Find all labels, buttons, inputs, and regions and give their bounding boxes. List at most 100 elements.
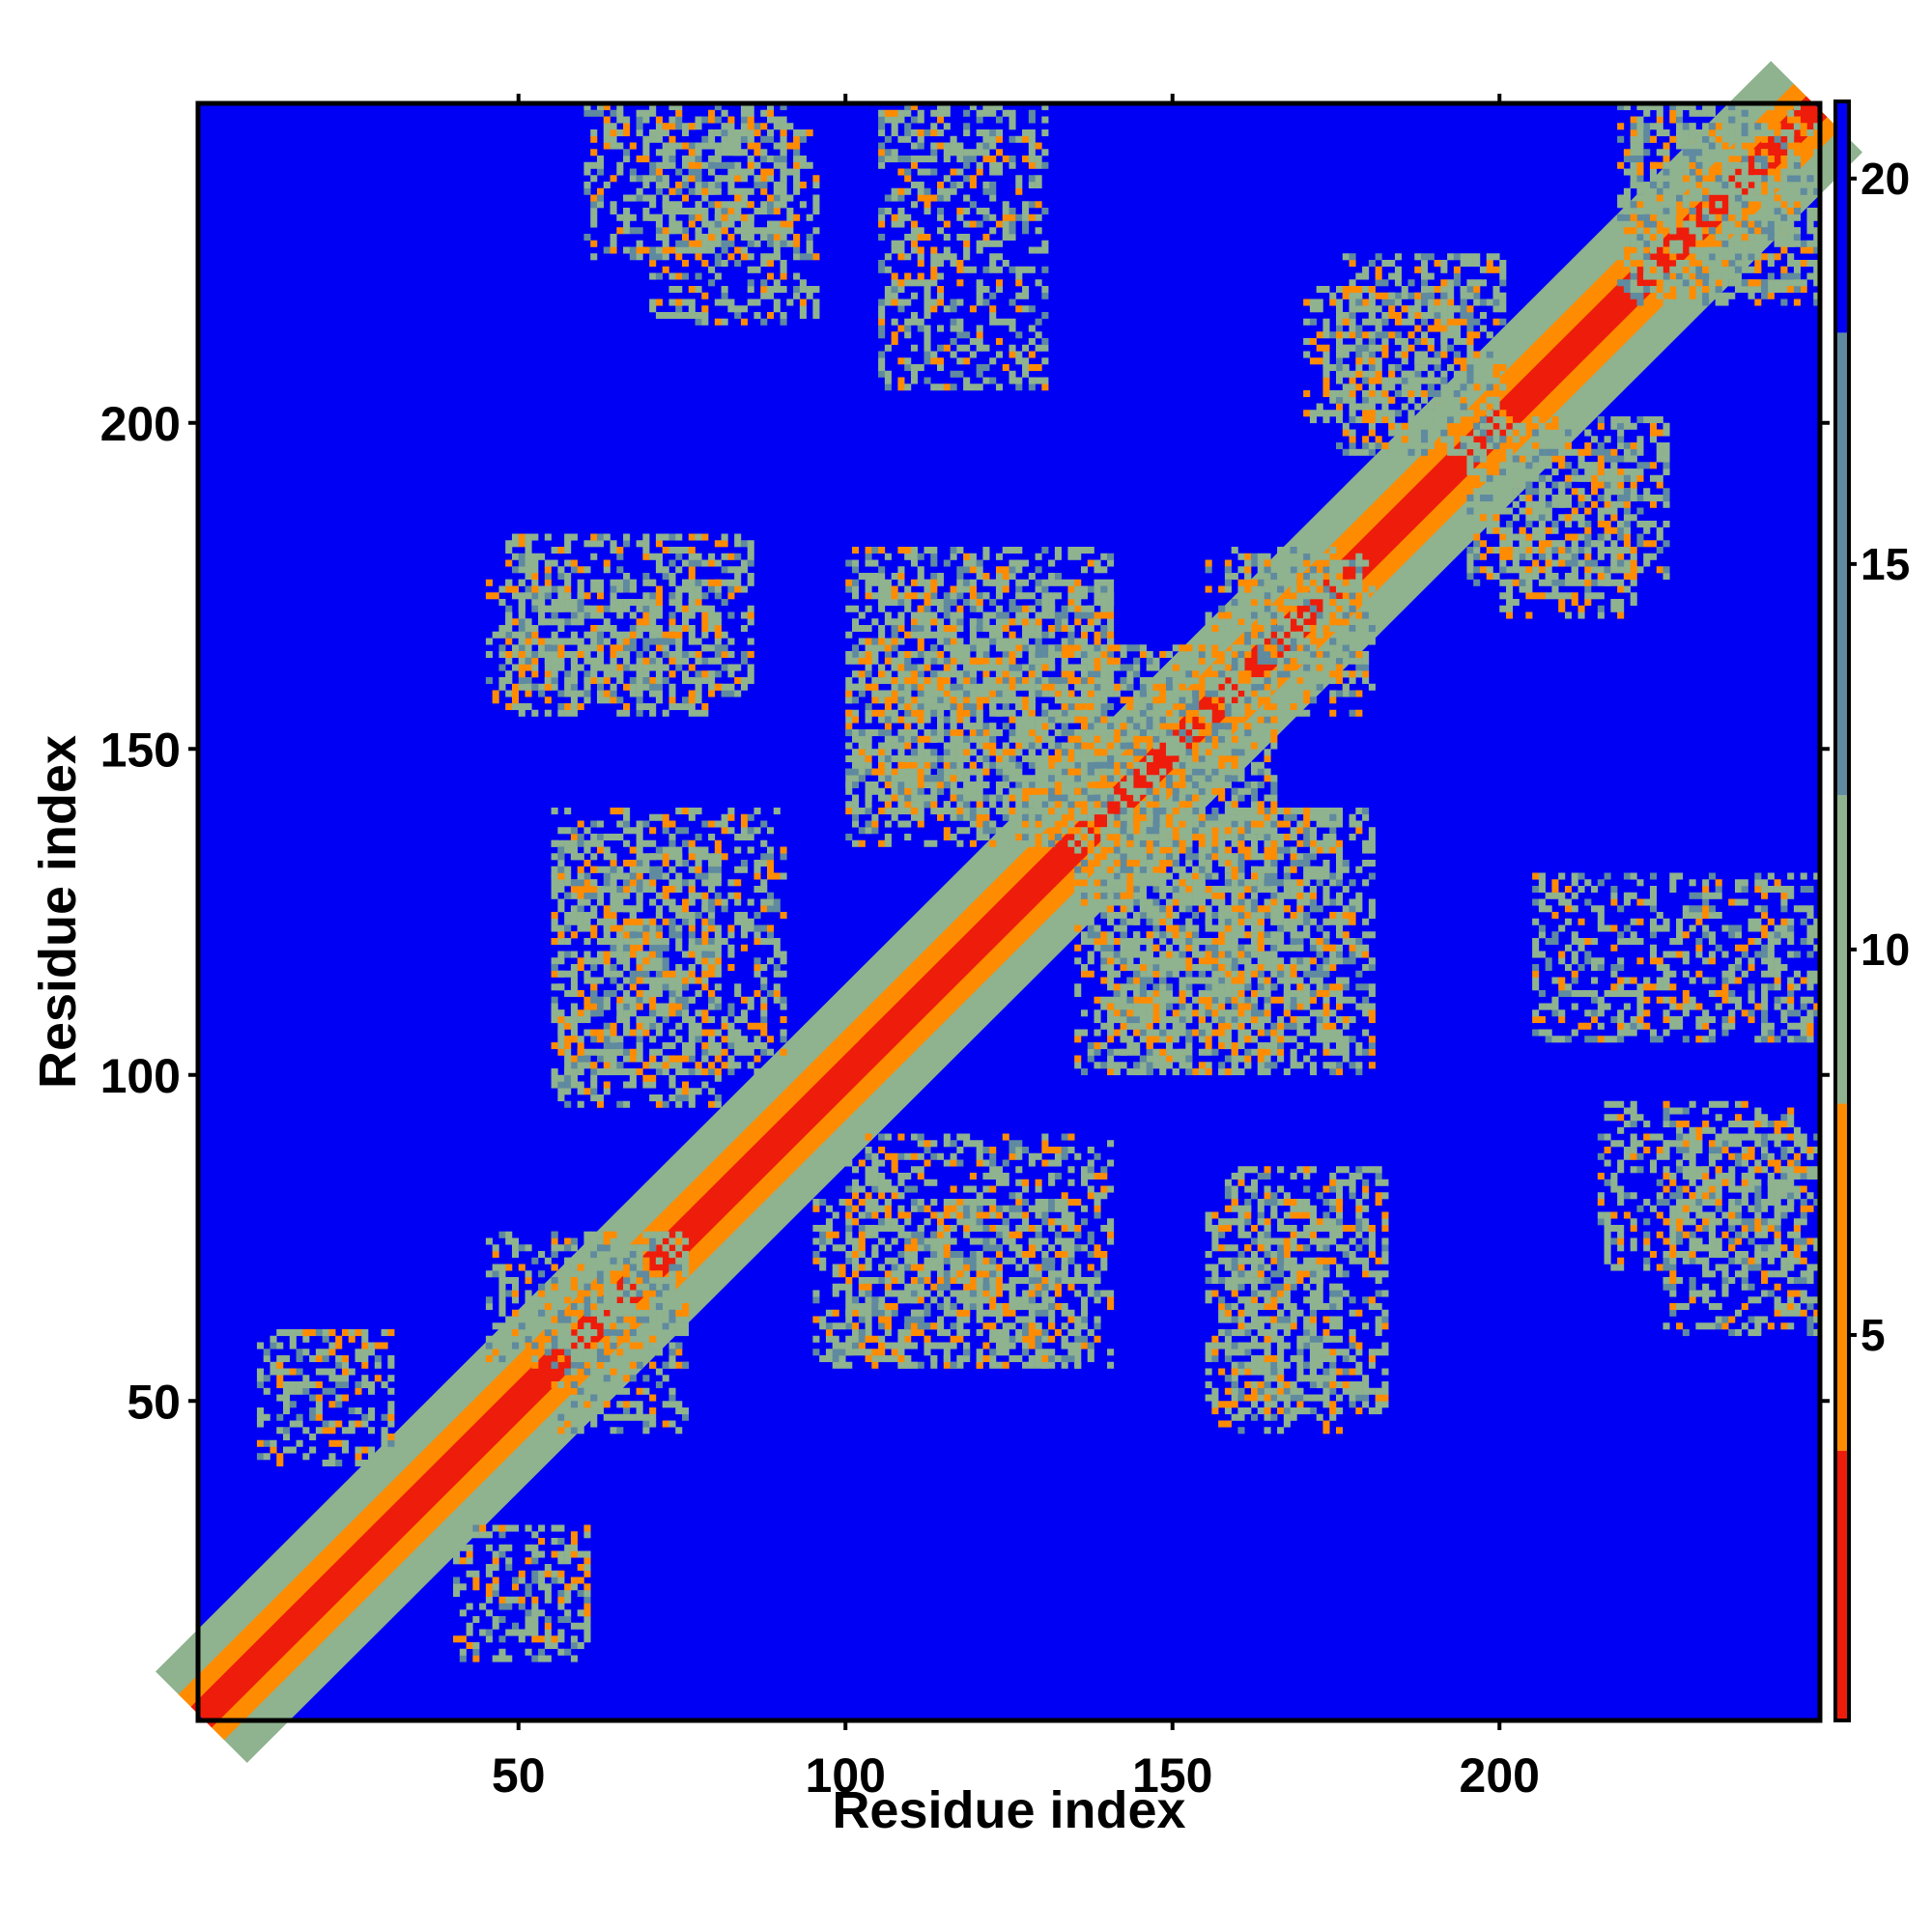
heatmap-cell (1094, 1009, 1101, 1017)
heatmap-cell (956, 611, 964, 619)
heatmap-cell (923, 761, 931, 769)
heatmap-cell (1362, 677, 1370, 685)
heatmap-cell (1309, 696, 1317, 704)
heatmap-cell (1152, 696, 1160, 704)
heatmap-cell (1349, 944, 1356, 952)
heatmap-cell (1329, 664, 1337, 671)
heatmap-cell (1198, 1009, 1206, 1017)
heatmap-cell (1002, 768, 1009, 776)
heatmap-cell (1185, 768, 1193, 776)
heatmap-cell (1067, 638, 1075, 645)
heatmap-cell (1329, 918, 1337, 925)
heatmap-cell (1192, 931, 1200, 939)
heatmap-cell (1094, 709, 1101, 717)
heatmap-cell (891, 696, 898, 704)
heatmap-cell (1015, 664, 1023, 671)
heatmap-cell (1094, 827, 1101, 835)
heatmap-cell (1172, 742, 1179, 750)
heatmap-cell (557, 957, 565, 965)
heatmap-cell (1329, 599, 1337, 607)
heatmap-cell (1100, 931, 1108, 939)
heatmap-cell (1277, 631, 1285, 639)
heatmap-cell (1237, 755, 1245, 763)
heatmap-cell (865, 585, 872, 593)
heatmap-cell (1336, 866, 1344, 873)
heatmap-cell (956, 566, 964, 574)
heatmap-cell (884, 579, 892, 586)
heatmap-cell (963, 723, 971, 730)
heatmap-cell (950, 599, 957, 607)
heatmap-cell (1296, 827, 1304, 835)
heatmap-cell (858, 729, 866, 737)
heatmap-cell (1035, 683, 1042, 691)
heatmap-cell (923, 768, 931, 776)
heatmap-cell (1139, 957, 1147, 965)
heatmap-cell (1080, 970, 1089, 978)
heatmap-cell (1100, 768, 1108, 776)
heatmap-cell (1198, 1048, 1206, 1056)
heatmap-cell (1257, 944, 1264, 952)
heatmap-cell (891, 787, 898, 795)
heatmap-cell (1080, 1303, 1089, 1311)
heatmap-cell (950, 651, 957, 659)
heatmap-cell (1133, 918, 1141, 925)
heatmap-cell (1139, 801, 1147, 809)
heatmap-cell (858, 651, 866, 659)
heatmap-cell (1126, 787, 1134, 795)
heatmap-cell (1054, 781, 1062, 789)
heatmap-cell (1237, 1068, 1245, 1076)
heatmap-cell (1362, 618, 1370, 626)
heatmap-cell (1126, 944, 1134, 952)
heatmap-cell (1349, 677, 1356, 685)
heatmap-cell (1113, 827, 1121, 835)
heatmap-cell (969, 709, 977, 717)
heatmap-cell (1165, 1016, 1174, 1024)
heatmap-cell (551, 996, 558, 1004)
heatmap-cell (865, 1329, 872, 1337)
heatmap-cell (871, 547, 879, 554)
heatmap-cell (1264, 696, 1271, 704)
heatmap-cell (1250, 579, 1259, 586)
heatmap-cell (1224, 742, 1232, 750)
heatmap-cell (937, 1316, 945, 1323)
heatmap-cell (1205, 924, 1212, 932)
heatmap-cell (1224, 944, 1232, 952)
heatmap-cell (1309, 970, 1317, 978)
heatmap-cell (1257, 651, 1264, 659)
heatmap-cell (1067, 664, 1075, 671)
heatmap-cell (1264, 709, 1271, 717)
heatmap-cell (1244, 553, 1252, 560)
heatmap-cell (845, 677, 853, 685)
heatmap-cell (1296, 898, 1304, 906)
heatmap-cell (1336, 813, 1344, 821)
heatmap-cell (917, 651, 924, 659)
heatmap-cell (1074, 677, 1082, 685)
heatmap-cell (1159, 1048, 1167, 1056)
heatmap-cell (1218, 977, 1226, 984)
heatmap-cell (1211, 683, 1219, 691)
heatmap-cell (1250, 808, 1259, 815)
heatmap-cell (1139, 964, 1147, 972)
heatmap-cell (1080, 677, 1089, 685)
heatmap-cell (1244, 820, 1252, 828)
heatmap-cell (1290, 892, 1297, 899)
heatmap-cell (1270, 879, 1278, 887)
heatmap-cell (1244, 1016, 1252, 1024)
heatmap-cell (577, 1062, 584, 1069)
heatmap-cell (1362, 1009, 1370, 1017)
heatmap-cell (865, 787, 872, 795)
heatmap-cell (930, 801, 938, 809)
heatmap-cell (845, 683, 853, 691)
heatmap-cell (1022, 683, 1030, 691)
heatmap-cell (1349, 834, 1356, 841)
heatmap-cell (551, 866, 558, 873)
heatmap-cell (1172, 808, 1179, 815)
heatmap-cell (943, 801, 951, 809)
heatmap-cell (1159, 996, 1167, 1004)
heatmap-cell (884, 801, 892, 809)
heatmap-cell (1218, 983, 1226, 991)
heatmap-cell (1296, 820, 1304, 828)
heatmap-cell (1205, 742, 1212, 750)
heatmap-cell (1041, 716, 1049, 724)
